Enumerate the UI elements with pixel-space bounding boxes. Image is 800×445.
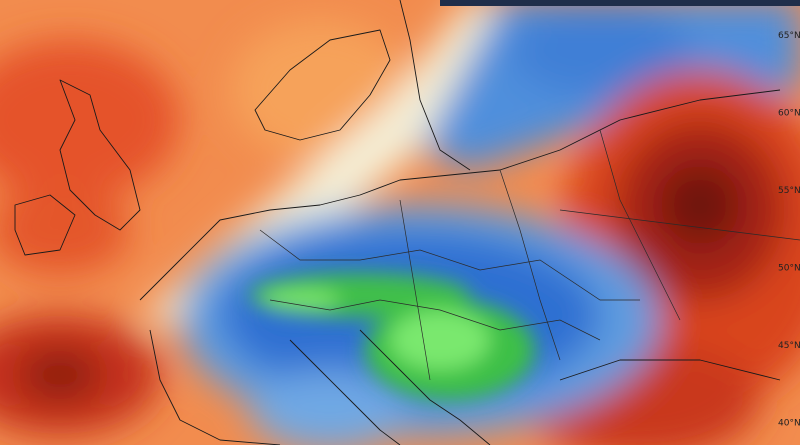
latitude-label: 40°N xyxy=(778,419,800,429)
border xyxy=(259,229,640,301)
border xyxy=(599,129,681,321)
coastline xyxy=(14,194,76,256)
latitude-label: 65°N xyxy=(778,31,800,41)
latitude-label: 50°N xyxy=(778,264,800,274)
cool-area xyxy=(250,370,410,445)
border xyxy=(399,199,431,381)
coastline xyxy=(254,29,391,141)
coastline xyxy=(59,79,141,231)
cold-core xyxy=(260,288,340,312)
coastline xyxy=(559,359,781,381)
coastline xyxy=(399,0,471,171)
latitude-label: 60°N xyxy=(778,109,800,119)
border xyxy=(559,209,800,241)
latitude-label: 45°N xyxy=(778,341,800,351)
coastline xyxy=(359,329,491,445)
cool-area xyxy=(510,5,690,95)
latitude-labels: 65°N 60°N 55°N 50°N 45°N 40°N xyxy=(778,31,800,429)
latitude-label: 55°N xyxy=(778,186,800,196)
coastline xyxy=(149,329,281,445)
top-bar xyxy=(440,0,800,6)
coastlines xyxy=(14,0,800,445)
coastline xyxy=(139,89,781,301)
warm-core xyxy=(20,350,100,400)
border xyxy=(499,169,561,361)
warm-core xyxy=(660,165,740,245)
warm-area xyxy=(0,40,180,200)
warm-area xyxy=(0,185,130,275)
cold-core xyxy=(390,310,490,370)
border xyxy=(269,299,601,341)
coastline xyxy=(289,339,401,445)
